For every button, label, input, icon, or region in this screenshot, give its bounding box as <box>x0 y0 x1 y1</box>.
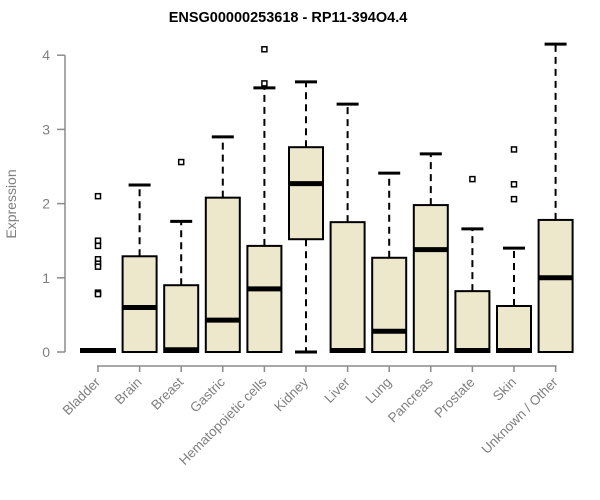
box-unknown-other <box>537 218 574 353</box>
y-tick-label: 3 <box>42 121 50 137</box>
x-tick-label-liver: Liver <box>321 374 353 406</box>
y-tick-label: 1 <box>42 270 50 286</box>
box-kidney <box>288 146 324 241</box>
outlier-point-bladder <box>94 242 102 250</box>
outlier-point-hematopoietic-cells <box>261 46 268 53</box>
outlier-point-breast <box>177 158 185 166</box>
outlier-point-bladder <box>94 237 102 244</box>
box-gastric <box>204 196 241 353</box>
y-tick-label: 0 <box>42 344 50 360</box>
outlier-point-skin <box>510 146 518 153</box>
x-tick-label-unknown-other: Unknown / Other <box>478 374 561 457</box>
box-prostate <box>454 290 491 354</box>
x-tick-label-breast: Breast <box>148 374 186 412</box>
y-axis-title: Expression <box>3 169 19 238</box>
x-tick-label-skin: Skin <box>490 375 519 404</box>
y-tick-label: 4 <box>42 47 50 63</box>
box-liver <box>329 221 366 353</box>
chart-title: ENSG00000253618 - RP11-394O4.4 <box>169 10 408 26</box>
box-pancreas <box>412 204 449 353</box>
box-skin <box>496 304 532 354</box>
x-tick-label-gastric: Gastric <box>187 374 228 415</box>
box-hematopoietic-cells <box>246 244 283 353</box>
outlier-point-bladder <box>94 290 102 298</box>
box-lung <box>371 256 408 353</box>
x-tick-label-pancreas: Pancreas <box>385 374 436 425</box>
x-tick-label-brain: Brain <box>112 375 145 408</box>
x-tick-label-bladder: Bladder <box>60 374 104 418</box>
outlier-point-skin <box>510 195 518 203</box>
x-tick-label-lung: Lung <box>362 375 394 407</box>
y-tick-label: 2 <box>42 196 50 212</box>
outlier-point-bladder <box>94 192 102 200</box>
outlier-point-bladder <box>94 263 102 270</box>
outlier-point-skin <box>510 181 518 188</box>
outlier-point-prostate <box>469 175 476 183</box>
outlier-point-hematopoietic-cells <box>261 80 268 87</box>
x-tick-label-kidney: Kidney <box>271 374 311 414</box>
box-breast <box>163 284 200 353</box>
x-tick-label-prostate: Prostate <box>431 375 477 421</box>
box-brain <box>121 255 158 354</box>
